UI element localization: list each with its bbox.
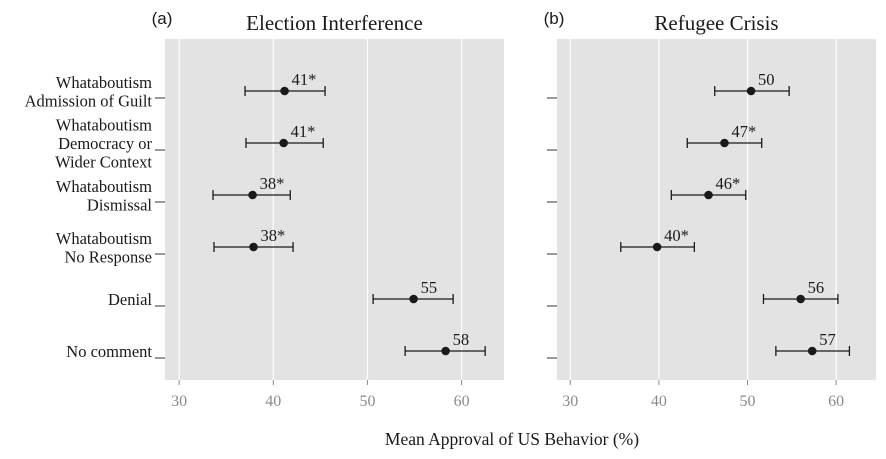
data-point	[248, 190, 257, 200]
data-point	[704, 190, 713, 200]
data-point	[409, 294, 418, 304]
x-tick-label: 30	[171, 393, 187, 410]
data-label: 57	[819, 330, 836, 349]
data-label: 38*	[261, 226, 286, 245]
panel-background	[165, 39, 504, 380]
category-label: Whataboutism Dismissal	[56, 177, 153, 215]
x-tick-label: 60	[828, 393, 844, 410]
data-label: 41*	[292, 70, 317, 89]
data-label: 55	[421, 278, 438, 297]
data-point	[652, 242, 662, 252]
data-label: 46*	[716, 174, 741, 193]
data-label: 38*	[260, 174, 285, 193]
x-tick-label: 50	[359, 393, 375, 410]
panel-title: Refugee Crisis	[654, 11, 778, 35]
x-tick-label: 40	[265, 393, 281, 410]
category-label: Whataboutism No Response	[56, 229, 152, 267]
category-label-line: No Response	[64, 247, 152, 266]
data-label: 40*	[664, 226, 689, 245]
data-point	[720, 138, 729, 148]
data-point	[280, 86, 289, 96]
category-label: Whataboutism Democracy or Wider Context	[55, 116, 152, 172]
x-tick-label: 60	[454, 393, 470, 410]
data-point	[807, 346, 817, 356]
category-label: Whataboutism Admission of Guilt	[25, 73, 153, 111]
panel-background	[557, 39, 876, 380]
data-label: 41*	[291, 122, 316, 141]
data-point	[746, 86, 756, 96]
category-label-line: Denial	[108, 290, 152, 309]
category-label-line: Democracy or	[58, 134, 152, 153]
data-label: 56	[808, 278, 825, 297]
data-point	[441, 346, 450, 356]
category-label: No comment	[66, 342, 152, 361]
data-point	[796, 294, 805, 304]
panel-b: 30 40 50 60 Refugee Crisis (b) 50 47* 46* 40* 56 57	[544, 9, 876, 410]
x-tick-label: 50	[740, 393, 756, 410]
panel-a: 30 40 50 60 Election Interference (a) 41* 41* 38…	[152, 9, 504, 410]
data-label: 50	[758, 70, 775, 89]
x-axis-title: Mean Approval of US Behavior (%)	[385, 429, 639, 449]
panel-letter: (b)	[544, 9, 565, 28]
data-point	[279, 138, 288, 148]
category-label-line: No comment	[66, 342, 152, 361]
panel-title: Election Interference	[246, 11, 423, 35]
category-label-line: Whataboutism	[56, 116, 152, 135]
category-label-line: Whataboutism	[56, 73, 152, 92]
category-label-line: Whataboutism	[56, 177, 152, 196]
category-label-line: Dismissal	[87, 195, 153, 214]
category-label-line: Whataboutism	[56, 229, 152, 248]
category-label-line: Wider Context	[55, 153, 152, 172]
category-label: Denial	[108, 290, 152, 309]
x-tick-label: 40	[651, 393, 667, 410]
x-tick-label: 30	[562, 393, 578, 410]
category-label-line: Admission of Guilt	[25, 91, 153, 110]
data-label: 47*	[731, 122, 756, 141]
data-point	[249, 242, 258, 252]
panel-letter: (a)	[152, 9, 173, 28]
data-label: 58	[453, 330, 470, 349]
